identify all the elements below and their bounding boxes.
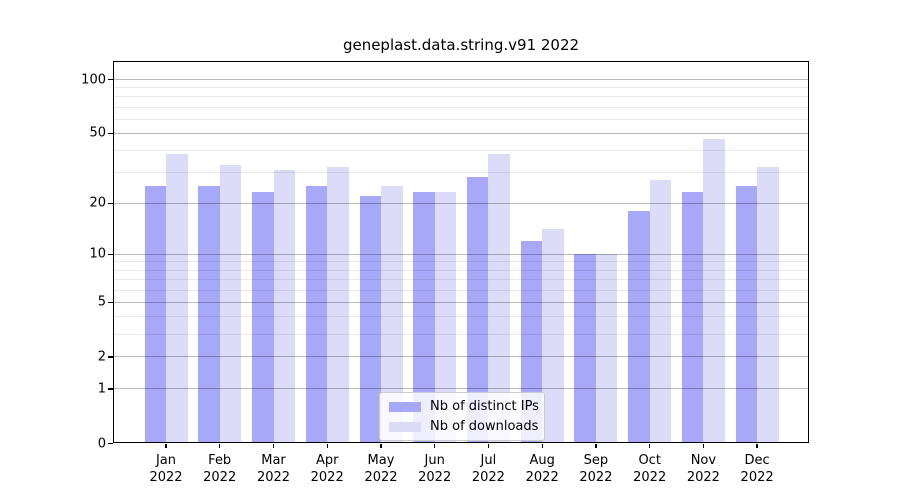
y-tick-1	[108, 388, 113, 390]
x-tick-apr	[326, 444, 328, 448]
bar-nb-of-distinct-ips-jun	[413, 192, 435, 443]
x-tick-aug	[541, 444, 543, 448]
x-tick-dec	[756, 444, 758, 448]
gridline-minor-9	[113, 261, 809, 263]
x-tick-label-aug: Aug 2022	[525, 453, 559, 485]
legend-label-distinct-ips: Nb of distinct IPs	[430, 399, 539, 414]
y-tick-50	[108, 132, 113, 135]
bar-nb-of-distinct-ips-mar	[252, 192, 274, 443]
gridline-major-50	[113, 132, 809, 134]
x-tick-jan	[165, 444, 167, 448]
x-tick-label-feb: Feb 2022	[203, 453, 237, 485]
y-tick-label-20: 20	[89, 195, 106, 211]
y-tick-label-2: 2	[97, 349, 106, 365]
legend: Nb of distinct IPs Nb of downloads	[379, 392, 545, 441]
y-tick-100	[108, 79, 113, 81]
y-tick-5	[108, 301, 113, 304]
gridline-minor-7	[113, 279, 809, 280]
gridline-minor-70	[113, 106, 809, 108]
y-tick-label-0: 0	[97, 436, 106, 451]
gridline-minor-8	[113, 269, 809, 271]
bar-nb-of-distinct-ips-oct	[628, 210, 650, 443]
y-tick-label-10: 10	[89, 246, 106, 262]
legend-item-downloads: Nb of downloads	[389, 418, 539, 435]
x-tick-label-mar: Mar 2022	[256, 453, 291, 485]
gridline-major-20	[113, 202, 809, 204]
legend-item-distinct-ips: Nb of distinct IPs	[389, 398, 539, 415]
x-tick-label-nov: Nov 2022	[686, 453, 720, 485]
legend-swatch-downloads	[389, 421, 421, 432]
gridline-major-1	[113, 388, 809, 390]
x-tick-jul	[487, 444, 490, 448]
x-tick-label-apr: Apr 2022	[310, 453, 344, 485]
bar-nb-of-distinct-ips-feb	[198, 186, 220, 443]
gridline-minor-3	[113, 333, 809, 335]
bars-layer	[113, 61, 809, 443]
legend-swatch-distinct-ips	[389, 401, 421, 412]
gridline-minor-6	[113, 289, 809, 291]
y-tick-10	[108, 253, 113, 256]
bar-nb-of-downloads-nov	[703, 139, 725, 443]
x-tick-mar	[272, 444, 275, 448]
bar-nb-of-downloads-jun	[434, 192, 457, 443]
gridlines-layer	[113, 61, 809, 443]
plot-area: Nb of distinct IPs Nb of downloads	[113, 61, 809, 443]
gridline-minor-60	[113, 118, 809, 120]
gridline-major-5	[113, 301, 809, 303]
bar-nb-of-downloads-sep	[595, 253, 618, 443]
y-tick-label-50: 50	[89, 125, 106, 141]
gridline-major-2	[113, 356, 809, 358]
x-tick-label-dec: Dec 2022	[740, 453, 774, 485]
x-tick-feb	[219, 444, 221, 448]
x-tick-label-oct: Oct 2022	[633, 453, 667, 485]
bar-nb-of-distinct-ips-jan	[144, 186, 166, 443]
x-tick-jun	[434, 444, 436, 448]
gridline-minor-80	[113, 96, 809, 98]
gridline-minor-40	[113, 150, 809, 152]
bar-nb-of-distinct-ips-nov	[681, 192, 704, 443]
x-tick-label-may: May 2022	[364, 453, 398, 485]
bar-nb-of-downloads-jul	[488, 154, 510, 443]
bar-nb-of-downloads-may	[381, 186, 403, 443]
bar-nb-of-distinct-ips-jul	[466, 177, 489, 443]
x-tick-label-jul: Jul 2022	[471, 453, 505, 485]
gridline-minor-30	[113, 172, 809, 174]
y-tick-2	[108, 356, 113, 358]
x-tick-label-jan: Jan 2022	[149, 453, 183, 485]
x-tick-label-sep: Sep 2022	[579, 453, 613, 485]
x-tick-sep	[595, 444, 597, 448]
x-tick-oct	[649, 444, 651, 448]
gridline-minor-4	[113, 316, 809, 318]
bar-nb-of-downloads-aug	[542, 229, 564, 443]
gridline-major-100	[113, 79, 809, 80]
chart-title: geneplast.data.string.v91 2022	[342, 36, 580, 54]
x-tick-label-jun: Jun 2022	[418, 453, 452, 485]
x-tick-nov	[702, 444, 705, 448]
y-tick-0	[108, 443, 113, 445]
bar-nb-of-downloads-dec	[757, 167, 779, 443]
bar-nb-of-downloads-feb	[219, 164, 242, 443]
legend-label-downloads: Nb of downloads	[430, 419, 539, 434]
bar-nb-of-distinct-ips-sep	[574, 253, 596, 443]
y-tick-20	[108, 202, 113, 205]
y-tick-label-1: 1	[97, 381, 106, 397]
bar-nb-of-distinct-ips-apr	[305, 186, 328, 443]
bar-nb-of-downloads-apr	[327, 167, 349, 443]
y-tick-label-100: 100	[81, 72, 106, 87]
bar-nb-of-distinct-ips-dec	[735, 186, 758, 443]
bar-nb-of-downloads-oct	[649, 180, 672, 443]
bar-nb-of-downloads-jan	[166, 154, 188, 443]
gridline-major-10	[113, 253, 809, 255]
x-tick-may	[380, 444, 382, 448]
y-tick-label-5: 5	[97, 294, 106, 310]
bar-nb-of-downloads-mar	[273, 169, 295, 443]
gridline-minor-90	[113, 87, 809, 89]
bar-nb-of-distinct-ips-may	[359, 195, 381, 443]
